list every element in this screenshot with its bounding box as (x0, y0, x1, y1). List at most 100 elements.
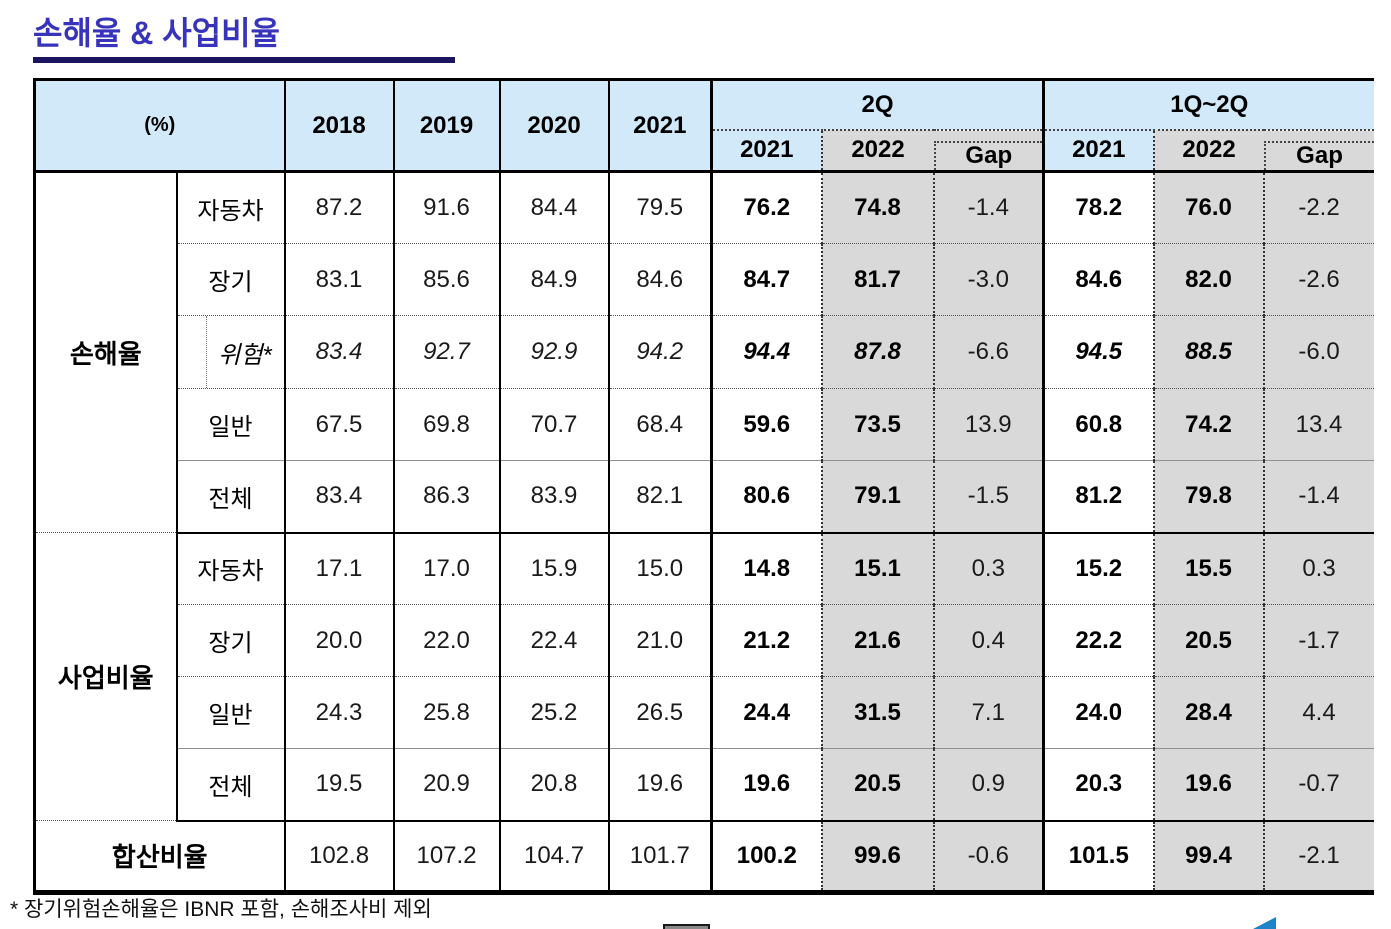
row-label-risk-text: 위험* (205, 316, 284, 388)
table-cell: 22.4 (498, 604, 609, 677)
table-cell: 76.0 (1152, 171, 1264, 244)
table-cell: 94.5 (1042, 315, 1154, 389)
table-cell: -1.4 (1262, 460, 1374, 534)
table-cell: 19.6 (710, 748, 822, 822)
table-cell: 70.7 (498, 388, 609, 461)
total-row-label: 합산비율 (111, 842, 208, 873)
table-cell: 84.9 (498, 243, 609, 316)
table-cell: 74.8 (820, 171, 934, 244)
row-label: 장기 (175, 243, 285, 316)
table-cell: 86.3 (392, 460, 500, 534)
table-cell: 101.7 (607, 820, 712, 893)
unit-header-cell: (%) (34, 79, 285, 173)
table-cell: 21.6 (820, 604, 934, 677)
row-label-risk: 위험* (175, 315, 285, 389)
table-cell: 69.8 (392, 388, 500, 461)
table-row: 전체 19.5 20.9 20.8 19.6 19.6 20.5 0.9 20.… (35, 748, 1374, 822)
table-cell: 92.9 (498, 315, 609, 389)
table-cell: 87.8 (820, 315, 934, 389)
table-cell: 107.2 (392, 820, 500, 893)
table-cell: -2.2 (1262, 171, 1374, 244)
table-row-risk: 위험* 83.4 92.7 92.9 94.2 94.4 87.8 -6.6 9… (35, 315, 1374, 389)
half-2021-header: 2021 (1042, 129, 1154, 173)
table-cell: 24.3 (283, 676, 394, 749)
table-cell: 81.2 (1042, 460, 1154, 534)
row-label: 일반 (175, 388, 285, 461)
total-row: 합산비율 102.8 107.2 104.7 101.7 100.2 99.6 … (35, 820, 1374, 893)
table-cell: 79.8 (1152, 460, 1264, 534)
table-row: 사업비율 자동차 17.1 17.0 15.9 15.0 14.8 15.1 0… (34, 532, 1374, 821)
table-cell: 20.5 (820, 748, 934, 822)
q2-gap-header-label: Gap (933, 140, 1043, 170)
table-cell: 84.6 (1042, 243, 1154, 316)
table-cell: 19.5 (283, 748, 394, 822)
table-cell: 4.4 (1262, 676, 1374, 749)
table-cell: 82.0 (1152, 243, 1264, 316)
table-cell: 101.5 (1042, 820, 1154, 893)
table-cell: 17.1 (283, 532, 394, 605)
table-cell: 84.7 (710, 243, 822, 316)
q2-2021-header: 2021 (710, 129, 822, 173)
table-cell: 21.0 (607, 604, 712, 677)
table-cell: 94.4 (710, 315, 822, 389)
table-row: 장기 20.0 22.0 22.4 21.0 21.2 21.6 0.4 22.… (35, 604, 1374, 677)
table-cell: 20.5 (1152, 604, 1264, 677)
table-cell: 104.7 (498, 820, 609, 893)
table-cell: 100.2 (710, 820, 822, 893)
page-title: 손해율 & 사업비율 (33, 15, 280, 51)
table-cell: 15.5 (1152, 532, 1264, 605)
table-cell: 84.4 (498, 171, 609, 244)
table-cell: 22.0 (392, 604, 500, 677)
table-row: 일반 24.3 25.8 25.2 26.5 24.4 31.5 7.1 24.… (35, 676, 1374, 749)
table-cell: 83.4 (283, 315, 394, 389)
table-cell: -6.0 (1262, 315, 1374, 389)
table-cell: 15.0 (607, 532, 712, 605)
table-row: 장기 83.1 85.6 84.9 84.6 84.7 81.7 -3.0 84… (35, 243, 1374, 316)
table-row: 손해율 자동차 87.2 91.6 84.4 79.5 76.2 74.8 -1… (34, 171, 1374, 533)
table-row: 전체 83.4 86.3 83.9 82.1 80.6 79.1 -1.5 81… (35, 460, 1374, 534)
table-cell: 102.8 (283, 820, 394, 893)
table-cell: 60.8 (1042, 388, 1154, 461)
page-number-box (663, 924, 710, 929)
table-cell: 83.4 (283, 460, 394, 534)
row-label: 전체 (175, 748, 285, 822)
table-cell: -2.1 (1262, 820, 1374, 893)
table-cell: 20.3 (1042, 748, 1154, 822)
row-label: 자동차 (175, 171, 285, 244)
half-group-header: 1Q~2Q (1042, 79, 1374, 131)
table-cell: -6.6 (932, 315, 1044, 389)
table-cell: -0.7 (1262, 748, 1374, 822)
half-2022-header: 2022 (1152, 129, 1264, 173)
table-cell: 78.2 (1042, 171, 1154, 244)
header-row-2: 2021 2022 Gap 2021 2022 Gap (35, 129, 1374, 173)
table-cell: 7.1 (932, 676, 1044, 749)
year-header-2018: 2018 (283, 79, 394, 173)
table-cell: 76.2 (710, 171, 822, 244)
table-cell: 25.2 (498, 676, 609, 749)
table-cell: 19.6 (607, 748, 712, 822)
row-label: 자동차 (175, 532, 285, 605)
table-cell: 80.6 (710, 460, 822, 534)
row-label: 일반 (175, 676, 285, 749)
year-header-2019: 2019 (392, 79, 500, 173)
table-cell: 19.6 (1152, 748, 1264, 822)
table-cell: 14.8 (710, 532, 822, 605)
table-cell: 94.2 (607, 315, 712, 389)
table-cell: 24.4 (710, 676, 822, 749)
q2-gap-header: Gap (933, 129, 1044, 173)
row-label: 장기 (175, 604, 285, 677)
table-cell: 0.4 (932, 604, 1044, 677)
table-cell: 67.5 (283, 388, 394, 461)
table-cell: 99.4 (1152, 820, 1264, 893)
table-cell: 79.1 (820, 460, 934, 534)
half-gap-header-label: Gap (1263, 140, 1374, 170)
year-header-2020: 2020 (498, 79, 609, 173)
table-cell: 59.6 (710, 388, 822, 461)
table-cell: 79.5 (607, 171, 712, 244)
table-cell: 15.1 (820, 532, 934, 605)
table-cell: -1.5 (932, 460, 1044, 534)
table-cell: 99.6 (820, 820, 934, 893)
table-cell: 20.9 (392, 748, 500, 822)
table-cell: 0.3 (1262, 532, 1374, 605)
